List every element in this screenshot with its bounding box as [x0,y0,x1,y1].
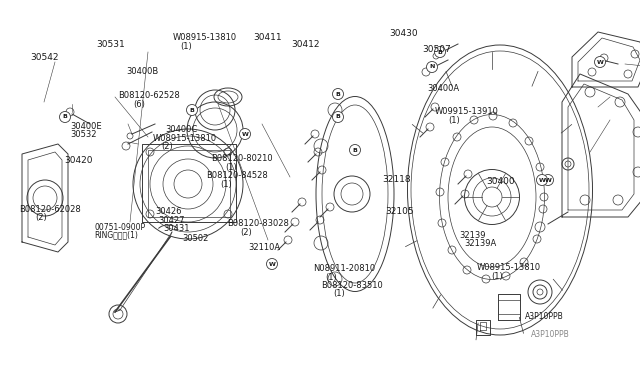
Text: B08120-83028: B08120-83028 [227,219,289,228]
Text: N: N [429,64,435,70]
Circle shape [595,57,605,67]
Text: W: W [269,262,275,266]
Text: 30400C: 30400C [165,125,197,134]
Text: B: B [353,148,357,153]
Text: B: B [335,92,340,96]
Text: 30400A: 30400A [428,84,460,93]
Text: 30411: 30411 [253,33,282,42]
Text: (1): (1) [225,163,237,171]
Text: B08120-80210: B08120-80210 [211,154,273,163]
Text: B08120-83510: B08120-83510 [321,281,383,290]
Text: 30502: 30502 [182,234,209,243]
Text: (1): (1) [325,273,337,282]
Text: 30412: 30412 [291,40,320,49]
Circle shape [239,128,250,140]
Text: 30420: 30420 [64,156,93,165]
Text: B: B [189,108,195,112]
Text: (2): (2) [35,213,47,222]
Circle shape [333,112,344,122]
Circle shape [536,174,547,186]
Text: 30427: 30427 [159,216,185,225]
Text: A3P10PPB: A3P10PPB [531,330,570,339]
Text: (2): (2) [240,228,252,237]
Text: (1): (1) [180,42,192,51]
Circle shape [333,89,344,99]
Text: (6): (6) [133,100,145,109]
Text: (1): (1) [220,180,232,189]
Text: W: W [539,177,545,183]
Circle shape [349,144,360,155]
Text: 30531: 30531 [96,40,125,49]
Text: 30430: 30430 [389,29,418,38]
Text: W08915-13810: W08915-13810 [152,134,216,143]
Text: 30542: 30542 [31,53,60,62]
Text: 32110A: 32110A [248,243,280,252]
Text: (1): (1) [492,272,503,280]
Text: W08915-13810: W08915-13810 [477,263,541,272]
Text: (1): (1) [448,116,460,125]
Circle shape [60,112,70,122]
Text: W: W [545,177,552,183]
Text: W09915-13910: W09915-13910 [435,107,499,116]
Text: 32118: 32118 [383,175,412,184]
Text: 00751-0900P: 00751-0900P [95,223,146,232]
Text: 30426: 30426 [155,207,181,216]
Circle shape [266,259,278,269]
Text: B: B [63,115,67,119]
Circle shape [435,46,445,58]
Text: B08120-62028: B08120-62028 [19,205,81,214]
Text: B08120-62528: B08120-62528 [118,92,180,100]
Text: 30400B: 30400B [127,67,159,76]
Circle shape [186,105,198,115]
Text: A3P10PPB: A3P10PPB [525,312,564,321]
Text: 30532: 30532 [70,130,97,139]
Text: RINGリング(1): RINGリング(1) [95,231,139,240]
Text: 30400: 30400 [486,177,515,186]
Text: B08120-84528: B08120-84528 [206,171,268,180]
Text: W: W [241,131,248,137]
Text: B: B [335,115,340,119]
Text: (1): (1) [333,289,344,298]
Circle shape [543,174,554,186]
Text: 30400E: 30400E [70,122,102,131]
Text: 32139: 32139 [460,231,486,240]
Text: W: W [596,60,604,64]
Text: 32105: 32105 [385,207,414,216]
Text: N08911-20810: N08911-20810 [314,264,376,273]
Text: (2): (2) [161,142,173,151]
Text: W08915-13810: W08915-13810 [173,33,237,42]
Text: B: B [438,49,442,55]
Circle shape [426,61,438,73]
Text: 30507: 30507 [422,45,451,54]
Text: 32139A: 32139A [465,239,497,248]
Text: 30431: 30431 [163,224,189,233]
